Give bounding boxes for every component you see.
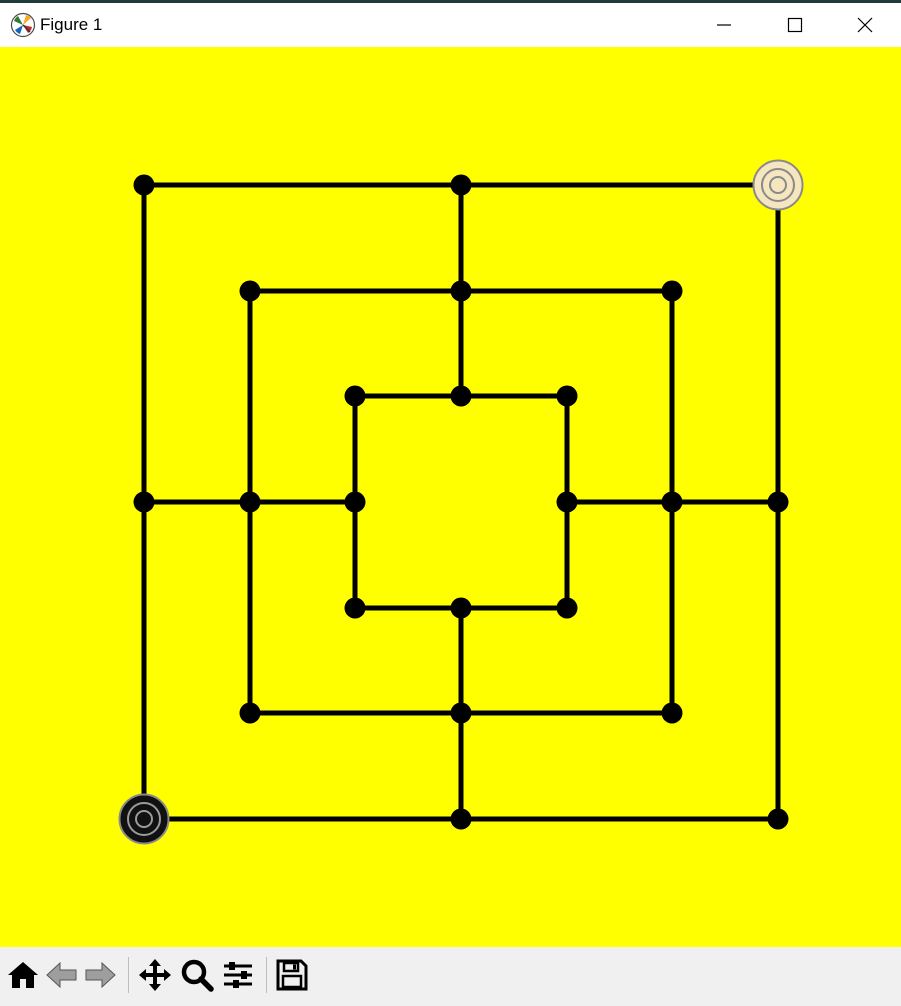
home-icon bbox=[8, 962, 38, 988]
board-point-ring2-bottom-left[interactable] bbox=[239, 702, 261, 724]
title-bar[interactable]: Figure 1 bbox=[0, 3, 901, 47]
board-point-ring1-middle-left[interactable] bbox=[133, 491, 155, 513]
board-point-ring1-top-middle[interactable] bbox=[450, 174, 472, 196]
zoom-icon bbox=[181, 959, 214, 992]
board-point-ring3-middle-left[interactable] bbox=[344, 491, 366, 513]
board-point-ring1-bottom-middle[interactable] bbox=[450, 808, 472, 830]
toolbar-separator bbox=[266, 957, 267, 993]
minimize-button[interactable] bbox=[701, 3, 747, 47]
piece-body bbox=[118, 793, 170, 845]
white-piece-ring1-top-right[interactable] bbox=[752, 159, 804, 211]
maximize-icon bbox=[787, 17, 803, 33]
save-button[interactable] bbox=[274, 957, 310, 993]
board-point-ring2-top-left[interactable] bbox=[239, 280, 261, 302]
morris-board[interactable] bbox=[0, 47, 901, 947]
pan-button[interactable] bbox=[137, 957, 173, 993]
matplotlib-icon bbox=[10, 12, 36, 38]
piece-ring-outer bbox=[127, 802, 161, 836]
board-point-ring2-middle-right[interactable] bbox=[661, 491, 683, 513]
window-frame-top bbox=[0, 0, 901, 3]
figure-canvas[interactable] bbox=[0, 47, 901, 947]
piece-body bbox=[752, 159, 804, 211]
navigation-toolbar bbox=[0, 947, 901, 1006]
back-button[interactable] bbox=[44, 957, 80, 993]
board-point-ring3-bottom-left[interactable] bbox=[344, 597, 366, 619]
save-icon bbox=[276, 959, 308, 991]
board-point-ring2-top-right[interactable] bbox=[661, 280, 683, 302]
black-piece-ring1-bottom-left[interactable] bbox=[118, 793, 170, 845]
close-button[interactable] bbox=[842, 3, 888, 47]
board-point-ring2-top-middle[interactable] bbox=[450, 280, 472, 302]
minimize-icon bbox=[717, 24, 731, 26]
forward-icon bbox=[85, 961, 116, 989]
board-point-ring3-bottom-middle[interactable] bbox=[450, 597, 472, 619]
piece-ring-inner bbox=[135, 810, 153, 828]
board-point-ring3-top-right[interactable] bbox=[556, 385, 578, 407]
board-point-ring2-bottom-right[interactable] bbox=[661, 702, 683, 724]
close-icon bbox=[857, 17, 873, 33]
piece-ring-outer bbox=[761, 168, 795, 202]
configure-subplots-button[interactable] bbox=[220, 957, 256, 993]
zoom-button[interactable] bbox=[179, 957, 215, 993]
board-point-ring2-bottom-middle[interactable] bbox=[450, 702, 472, 724]
piece-ring-inner bbox=[769, 176, 787, 194]
window-title: Figure 1 bbox=[40, 15, 103, 34]
board-point-ring3-top-left[interactable] bbox=[344, 385, 366, 407]
board-point-ring3-top-middle[interactable] bbox=[450, 385, 472, 407]
configure-subplots-icon bbox=[224, 962, 252, 988]
board-point-ring1-top-left[interactable] bbox=[133, 174, 155, 196]
pan-icon bbox=[139, 959, 171, 991]
home-button[interactable] bbox=[5, 957, 41, 993]
board-point-ring3-middle-right[interactable] bbox=[556, 491, 578, 513]
board-ring-3 bbox=[352, 393, 570, 611]
board-point-ring1-middle-right[interactable] bbox=[767, 491, 789, 513]
back-icon bbox=[46, 961, 77, 989]
forward-button[interactable] bbox=[82, 957, 118, 993]
maximize-button[interactable] bbox=[772, 3, 818, 47]
board-point-ring2-middle-left[interactable] bbox=[239, 491, 261, 513]
board-point-ring1-bottom-right[interactable] bbox=[767, 808, 789, 830]
toolbar-separator bbox=[128, 957, 129, 993]
board-point-ring3-bottom-right[interactable] bbox=[556, 597, 578, 619]
